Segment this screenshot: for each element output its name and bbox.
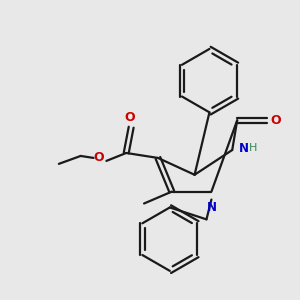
Text: N: N xyxy=(206,200,216,214)
Text: N: N xyxy=(239,142,249,154)
Text: O: O xyxy=(93,152,104,164)
Text: O: O xyxy=(124,111,134,124)
Text: H: H xyxy=(249,143,257,153)
Text: O: O xyxy=(271,114,281,127)
